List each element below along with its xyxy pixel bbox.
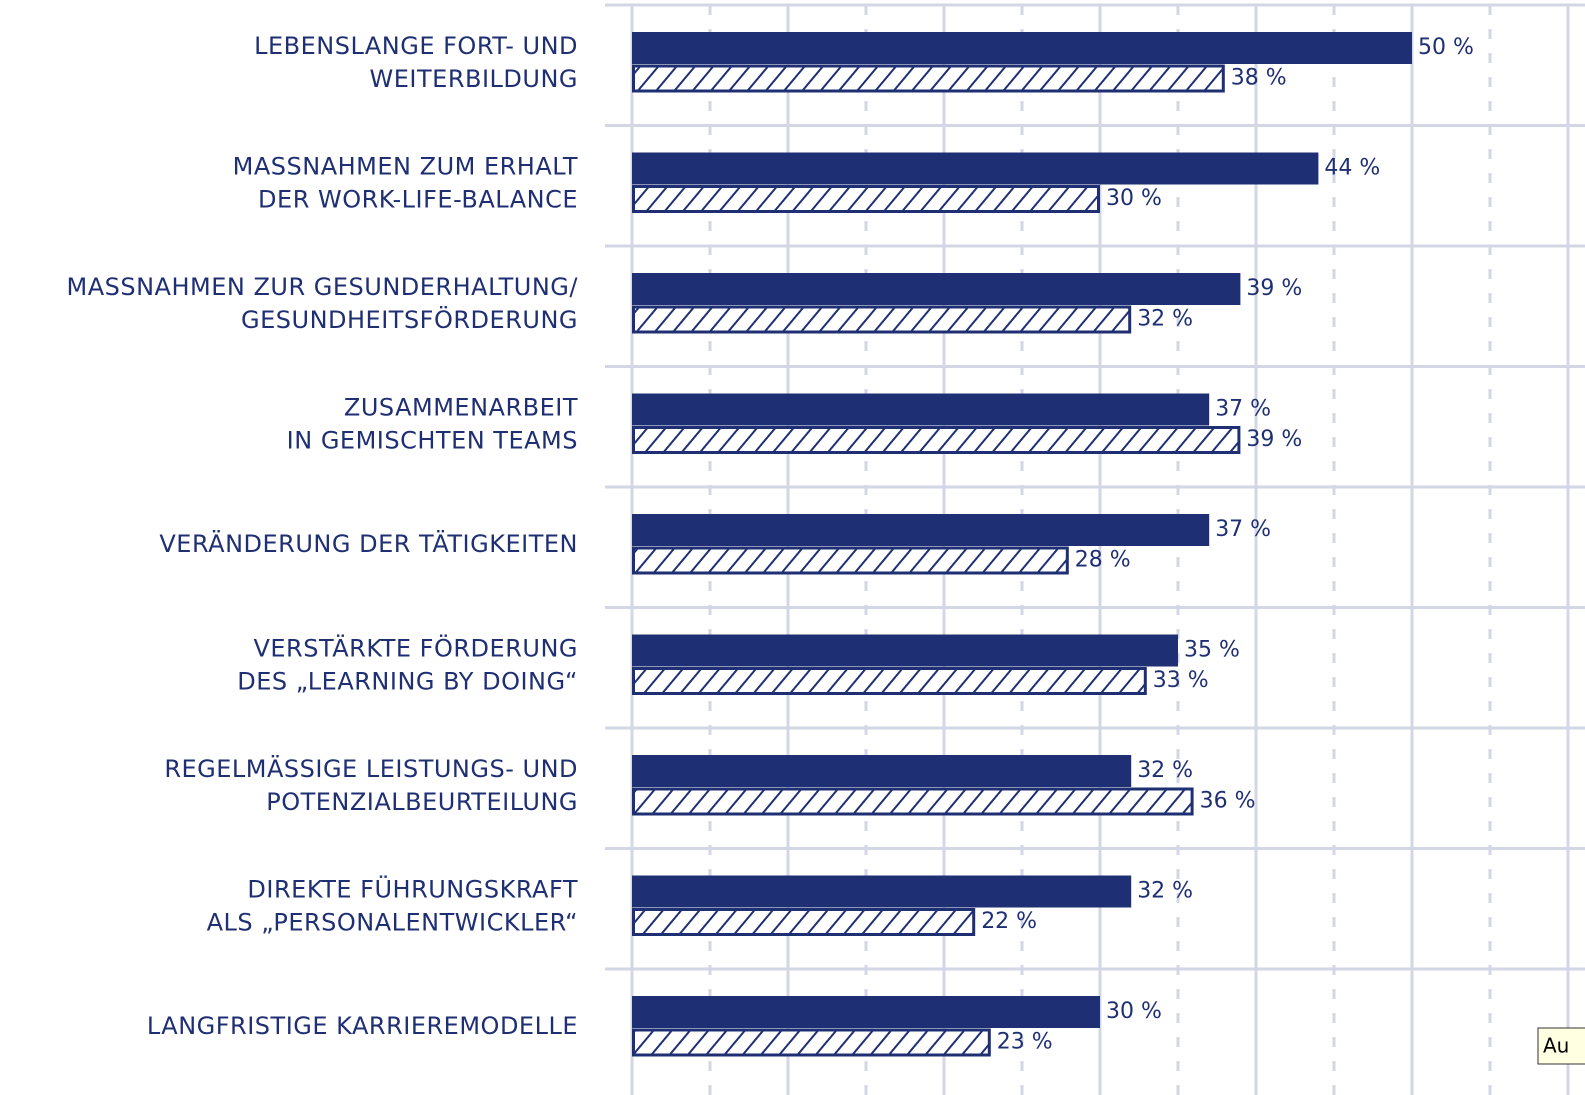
category-label: DER WORK-LIFE-BALANCE	[258, 186, 578, 214]
bar	[632, 996, 1100, 1028]
bar	[632, 634, 1178, 667]
value-label: 39 %	[1246, 427, 1302, 452]
category-label: DIREKTE FÜHRUNGSKRAFT	[247, 875, 578, 904]
category-label: MASSNAHMEN ZUM ERHALT	[233, 153, 578, 181]
bar	[632, 787, 1194, 816]
bar	[632, 514, 1210, 546]
bar	[632, 755, 1132, 787]
bar	[632, 273, 1241, 305]
value-label: 50 %	[1418, 35, 1474, 60]
value-label: 37 %	[1215, 517, 1271, 542]
value-label: 23 %	[997, 1030, 1053, 1055]
bar	[632, 426, 1241, 454]
category-label: LANGFRISTIGE KARRIEREMODELLE	[147, 1012, 578, 1040]
value-label: 44 %	[1324, 156, 1380, 181]
category-label: MASSNAHMEN ZUR GESUNDERHALTUNG/	[66, 273, 578, 301]
category-label: ALS „PERSONALENTWICKLER“	[207, 909, 578, 937]
value-label: 35 %	[1184, 638, 1240, 663]
category-label: POTENZIALBEURTEILUNG	[266, 788, 578, 816]
category-label: ZUSAMMENARBEIT	[344, 394, 578, 422]
bar	[632, 546, 1069, 575]
value-label: 32 %	[1137, 879, 1193, 904]
bar	[632, 667, 1147, 695]
tooltip-text: Au	[1543, 1034, 1569, 1058]
category-label: REGELMÄSSIGE LEISTUNGS- UND	[164, 754, 578, 783]
bar	[632, 305, 1132, 334]
value-label: 30 %	[1106, 186, 1162, 211]
value-label: 36 %	[1200, 789, 1256, 814]
bar	[632, 185, 1100, 213]
value-label: 33 %	[1153, 668, 1209, 693]
bar	[632, 64, 1225, 93]
category-label: WEITERBILDUNG	[370, 65, 578, 93]
bar	[632, 908, 976, 936]
value-label: 32 %	[1137, 758, 1193, 783]
bar	[632, 393, 1210, 426]
value-label: 37 %	[1215, 397, 1271, 422]
category-label: GESUNDHEITSFÖRDERUNG	[241, 305, 578, 334]
value-label: 39 %	[1246, 276, 1302, 301]
category-label: IN GEMISCHTEN TEAMS	[287, 427, 578, 455]
value-label: 22 %	[981, 909, 1037, 934]
category-label: VERÄNDERUNG DER TÄTIGKEITEN	[159, 529, 578, 558]
category-label: DES „LEARNING BY DOING“	[237, 668, 578, 696]
category-label: VERSTÄRKTE FÖRDERUNG	[253, 634, 578, 663]
value-label: 32 %	[1137, 307, 1193, 332]
bar	[632, 1028, 991, 1057]
value-label: 30 %	[1106, 999, 1162, 1024]
category-label: LEBENSLANGE FORT- UND	[254, 32, 578, 60]
bar	[632, 32, 1412, 64]
value-label: 38 %	[1231, 66, 1287, 91]
bar	[632, 875, 1132, 908]
tooltip	[1537, 1027, 1585, 1065]
bar	[632, 152, 1319, 185]
value-label: 28 %	[1075, 548, 1131, 573]
